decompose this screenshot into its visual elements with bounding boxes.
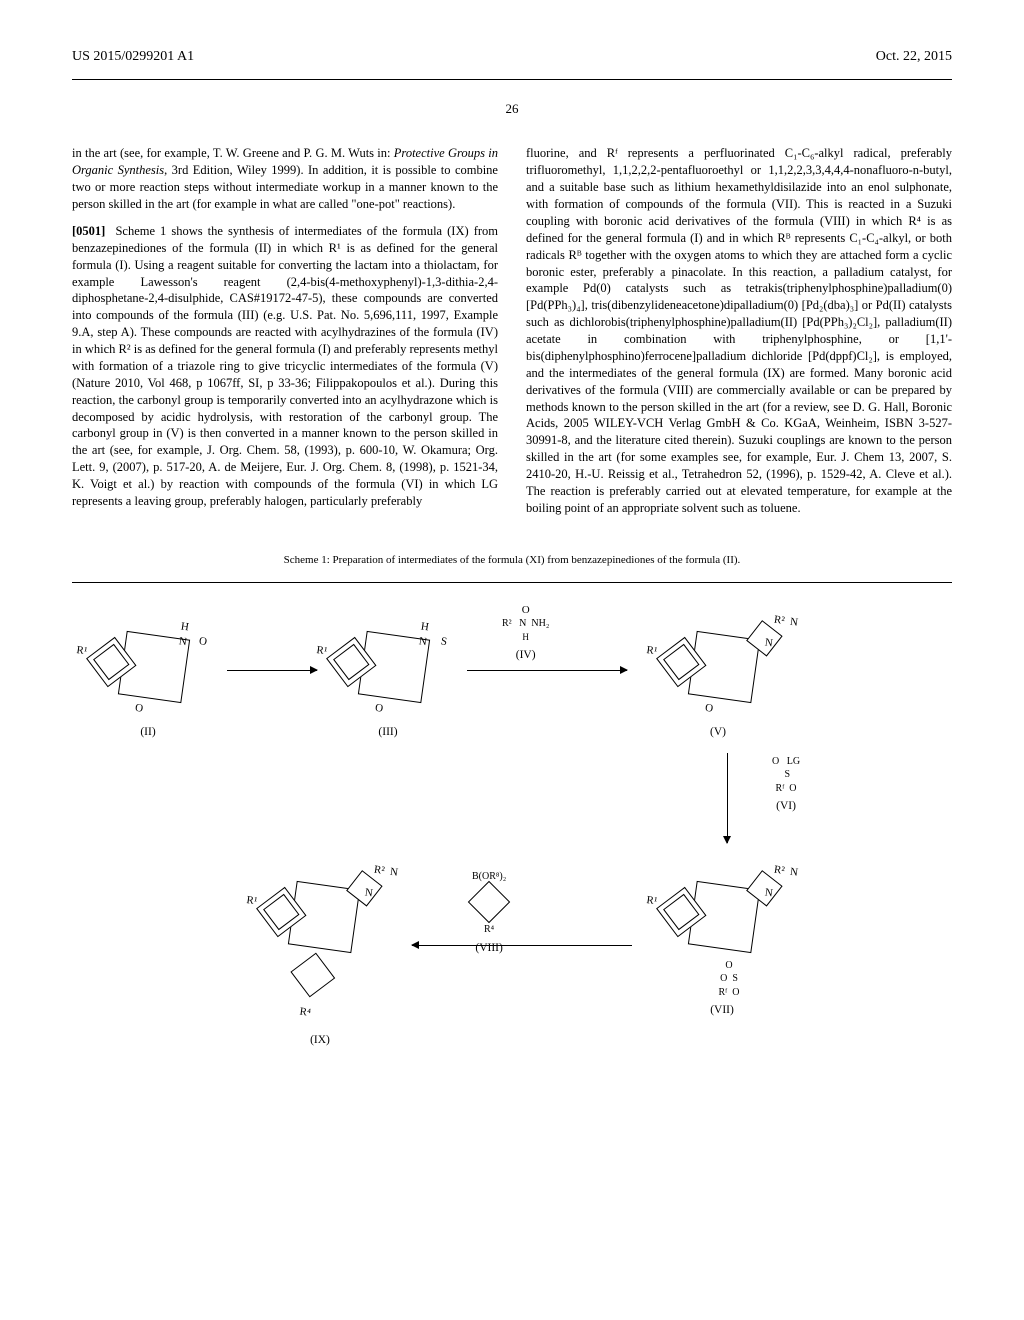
lbl-IV-H: H bbox=[522, 632, 529, 642]
arrow-V-VII bbox=[727, 753, 728, 843]
reagent-IV: O R² N NH₂ H (IV) bbox=[502, 603, 549, 664]
publication-number: US 2015/0299201 A1 bbox=[72, 48, 194, 67]
scheme-rule bbox=[72, 582, 952, 583]
scheme-caption: Scheme 1: Preparation of intermediates o… bbox=[72, 553, 952, 568]
lbl-R1-a: R¹ bbox=[76, 643, 89, 659]
left-column: in the art (see, for example, T. W. Gree… bbox=[72, 145, 498, 526]
lbl-R1-d: R¹ bbox=[646, 893, 659, 909]
lbl-O-bot-b: O bbox=[374, 701, 384, 717]
roman-VIII: (VIII) bbox=[472, 941, 506, 957]
molecule-IX: R¹ R² N N R⁴ (IX) bbox=[292, 885, 356, 1049]
arrow-III-V bbox=[467, 670, 627, 671]
molecule-VII: R¹ R² N N OO SRᶠ O (VII) bbox=[692, 885, 756, 1019]
lbl-VI: O LG SRᶠ O bbox=[772, 756, 800, 794]
roman-II: (II) bbox=[110, 725, 186, 741]
publication-date: Oct. 22, 2015 bbox=[876, 48, 952, 67]
roman-VI: (VI) bbox=[772, 799, 800, 815]
lbl-R4-VIII: R⁴ bbox=[472, 923, 506, 937]
hex-VIII bbox=[468, 881, 510, 923]
reagent-VI: O LG SRᶠ O (VI) bbox=[772, 755, 800, 815]
lbl-R2-d: R² N bbox=[773, 862, 799, 880]
text-columns: in the art (see, for example, T. W. Gree… bbox=[72, 145, 952, 526]
para-ref: [0501] bbox=[72, 224, 105, 238]
lbl-H-a: HN bbox=[178, 619, 190, 650]
header-rule bbox=[72, 79, 952, 80]
p2-text: Scheme 1 shows the synthesis of intermed… bbox=[72, 224, 498, 508]
roman-III: (III) bbox=[350, 725, 426, 741]
p1-prefix: in the art (see, for example, T. W. Gree… bbox=[72, 146, 394, 160]
roman-IX: (IX) bbox=[284, 1033, 356, 1049]
molecule-II: R¹ HN O O (II) bbox=[122, 635, 186, 741]
roman-VII: (VII) bbox=[688, 1003, 756, 1019]
lbl-R2-c: R² N bbox=[773, 612, 799, 630]
arrow-VII-IX bbox=[412, 945, 632, 946]
lbl-R1-b: R¹ bbox=[316, 643, 329, 659]
pendant-aryl-IX bbox=[290, 952, 335, 997]
lbl-O-bot-c: O bbox=[704, 701, 714, 717]
para-right: fluorine, and Rᶠ represents a perfluorin… bbox=[526, 145, 952, 516]
page-number: 26 bbox=[72, 100, 952, 118]
lbl-R4-IX: R⁴ bbox=[298, 1004, 311, 1020]
molecule-V: R¹ R² N N O (V) bbox=[692, 635, 756, 741]
lbl-O-bot-a: O bbox=[134, 701, 144, 717]
lbl-R1-e: R¹ bbox=[246, 893, 259, 909]
lbl-O-top-a: O bbox=[198, 634, 208, 650]
reagent-VIII: B(OR⁸)₂ R⁴ (VIII) bbox=[472, 870, 506, 957]
molecule-III: R¹ HN S O (III) bbox=[362, 635, 426, 741]
roman-IV: (IV) bbox=[502, 648, 549, 664]
lbl-H-b: HN bbox=[418, 619, 430, 650]
lbl-R2-e: R² N bbox=[373, 862, 399, 880]
lbl-S-top: S bbox=[440, 634, 448, 650]
roman-V: (V) bbox=[680, 725, 756, 741]
arrow-II-III bbox=[227, 670, 317, 671]
sulfonate-VII: OO SRᶠ O bbox=[702, 959, 756, 1000]
lbl-IV-O: O bbox=[522, 604, 530, 616]
right-column: fluorine, and Rᶠ represents a perfluorin… bbox=[526, 145, 952, 526]
lbl-IV-line: R² N NH₂ bbox=[502, 618, 549, 629]
scheme-diagram: R¹ HN O O (II) R¹ HN S O (III) O R² N NH… bbox=[72, 595, 952, 1115]
para-0501: [0501] Scheme 1 shows the synthesis of i… bbox=[72, 223, 498, 510]
para-continuation: in the art (see, for example, T. W. Gree… bbox=[72, 145, 498, 213]
lbl-R1-c: R¹ bbox=[646, 643, 659, 659]
